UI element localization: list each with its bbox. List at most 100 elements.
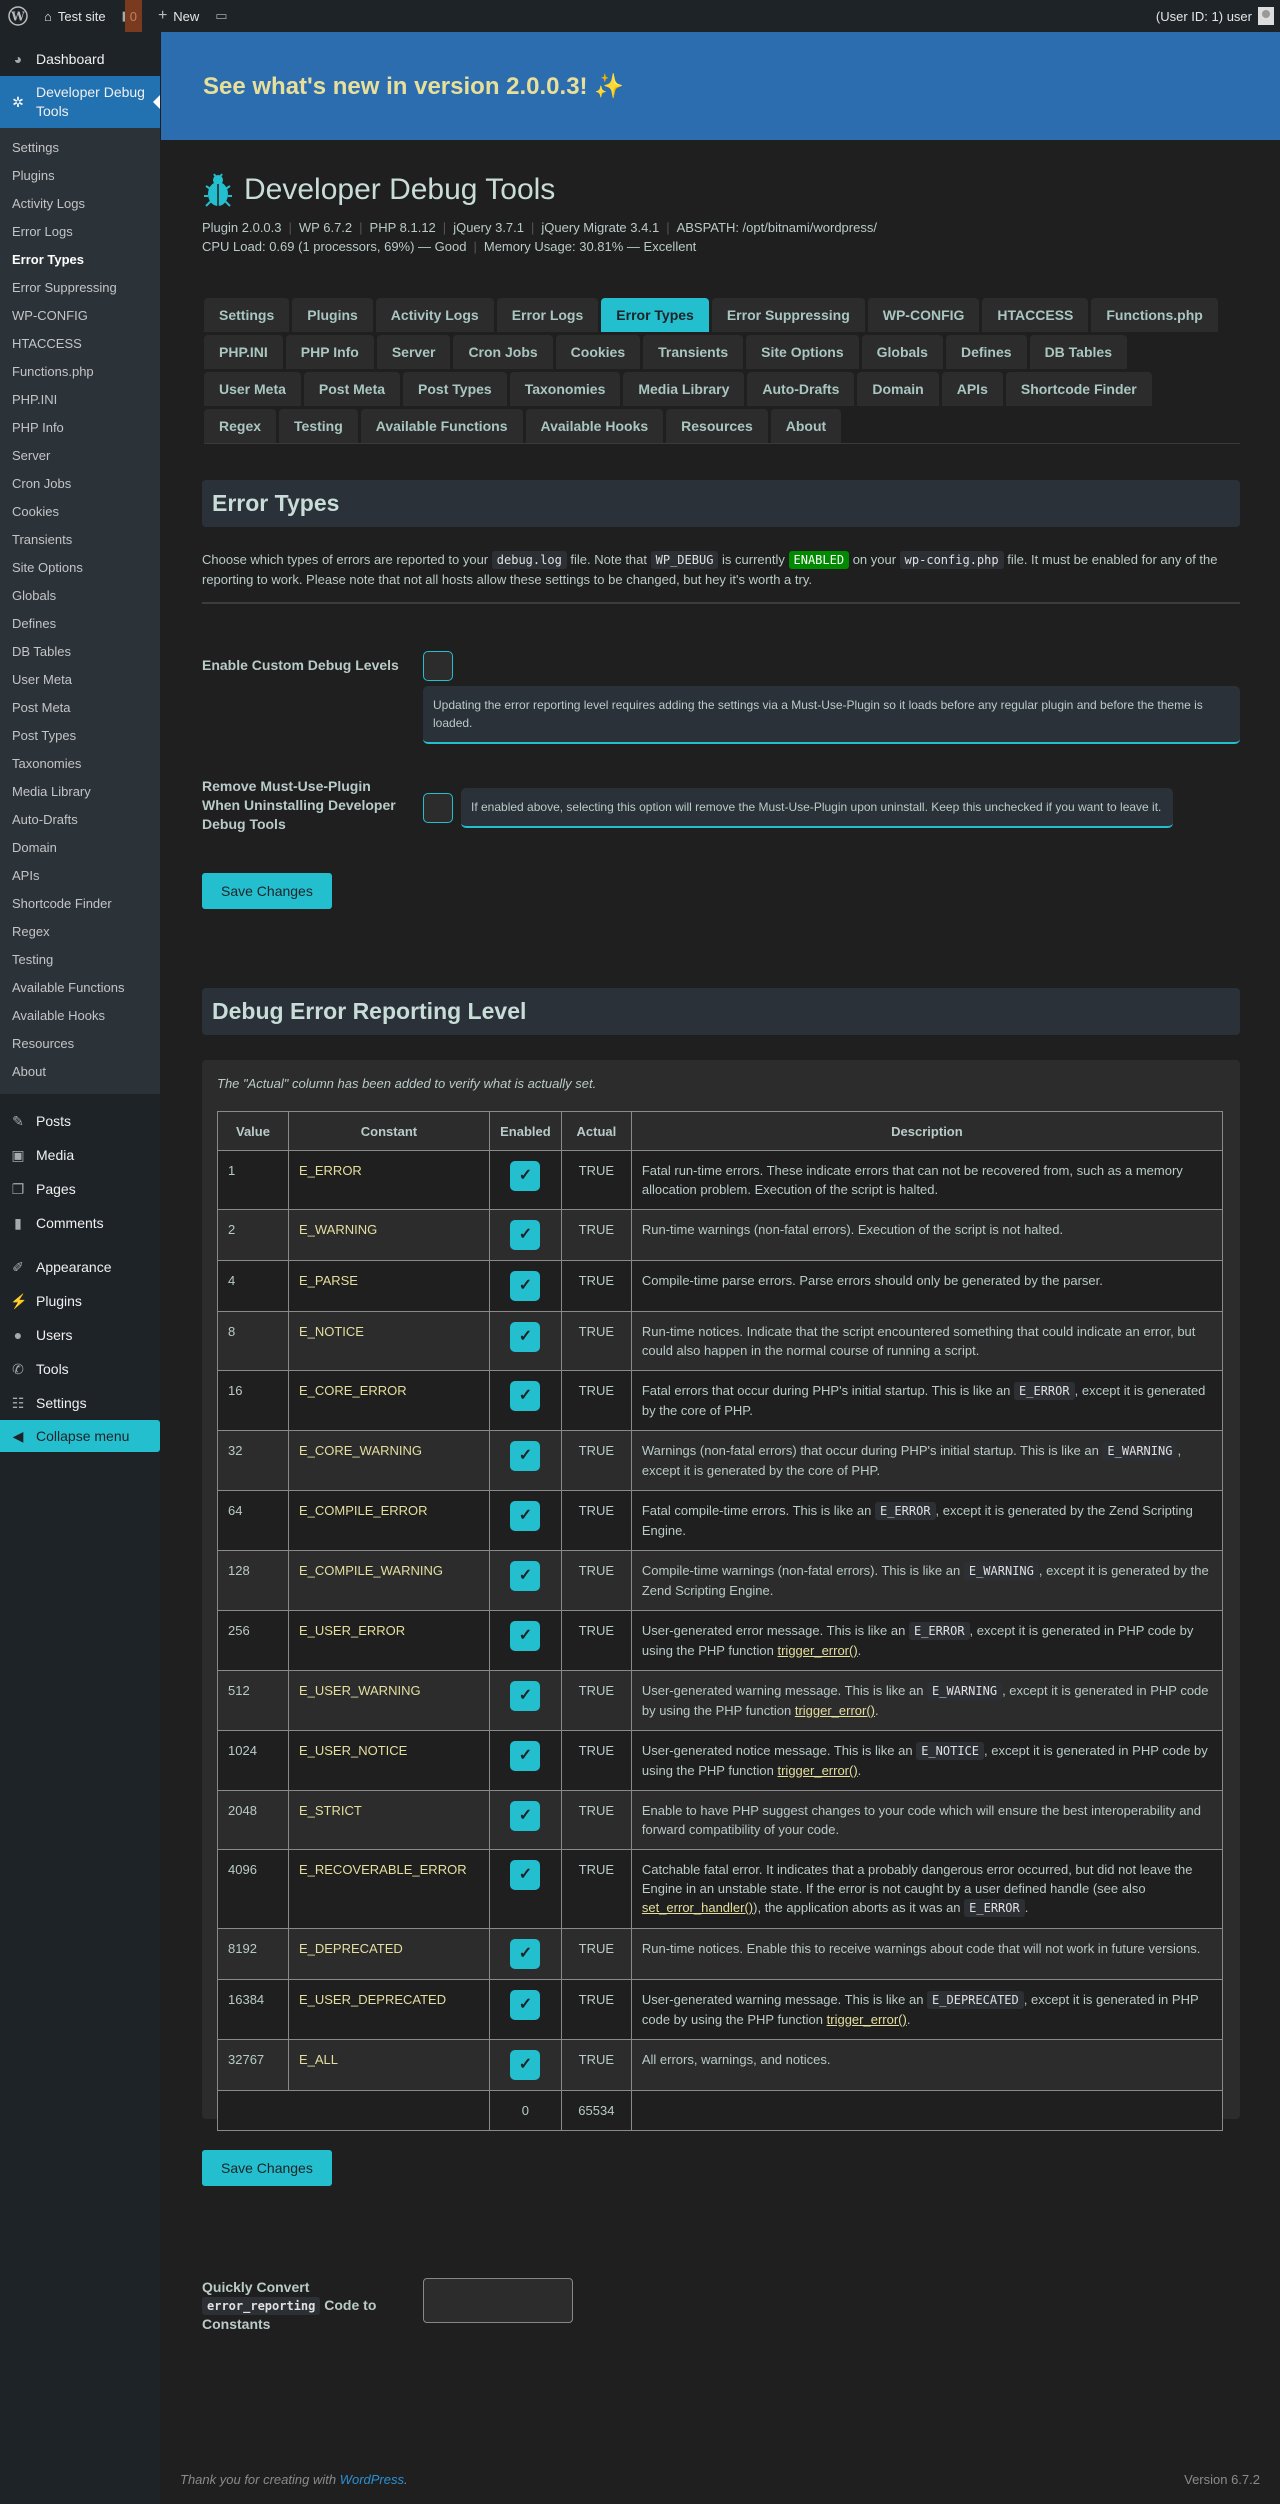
function-link[interactable]: set_error_handler()	[641, 1900, 754, 1915]
sidebar-item-dashboard[interactable]: ◕ Dashboard	[0, 42, 160, 76]
tab-site-options[interactable]: Site Options	[746, 335, 859, 369]
tab-auto-drafts[interactable]: Auto-Drafts	[747, 372, 855, 406]
enable-custom-debug-checkbox[interactable]	[423, 651, 453, 681]
submenu-item-available-hooks[interactable]: Available Hooks	[12, 1008, 105, 1023]
submenu-item-defines[interactable]: Defines	[12, 616, 57, 631]
enabled-checkbox[interactable]: ✓	[510, 1860, 541, 1890]
tab-globals[interactable]: Globals	[861, 335, 943, 369]
tab-cron-jobs[interactable]: Cron Jobs	[453, 335, 553, 369]
submenu-item-php-info[interactable]: PHP Info	[12, 420, 64, 435]
wordpress-link[interactable]: WordPress	[339, 2472, 404, 2487]
tab-user-meta[interactable]: User Meta	[204, 372, 301, 406]
sidebar-item-developer-debug-tools[interactable]: ✲ Developer Debug Tools	[0, 76, 160, 128]
tab-error-logs[interactable]: Error Logs	[496, 298, 599, 332]
wordpress-logo-icon[interactable]: W	[0, 0, 36, 32]
tab-available-hooks[interactable]: Available Hooks	[525, 409, 664, 443]
tab-error-suppressing[interactable]: Error Suppressing	[711, 298, 865, 332]
tab-shortcode-finder[interactable]: Shortcode Finder	[1005, 372, 1152, 406]
error-reporting-code-input[interactable]	[423, 2278, 573, 2323]
tab-post-types[interactable]: Post Types	[403, 372, 507, 406]
sidebar-item-tools[interactable]: ✆ Tools	[0, 1352, 160, 1386]
submenu-item-globals[interactable]: Globals	[12, 588, 57, 603]
tab-plugins[interactable]: Plugins	[292, 298, 373, 332]
book-icon[interactable]: ▭	[215, 8, 228, 23]
collapse-menu-button[interactable]: ◀ Collapse menu	[0, 1420, 160, 1452]
tab-post-meta[interactable]: Post Meta	[303, 372, 401, 406]
enabled-checkbox[interactable]: ✓	[510, 1220, 541, 1250]
submenu-item-apis[interactable]: APIs	[12, 868, 40, 883]
submenu-item-server[interactable]: Server	[12, 448, 51, 463]
submenu-item-functions-php[interactable]: Functions.php	[12, 364, 94, 379]
submenu-item-available-functions[interactable]: Available Functions	[12, 980, 125, 995]
enabled-checkbox[interactable]: ✓	[510, 1990, 541, 2020]
site-name-link[interactable]: ⌂ Test site	[36, 0, 114, 32]
tab-cookies[interactable]: Cookies	[555, 335, 641, 369]
tab-php-info[interactable]: PHP Info	[285, 335, 374, 369]
submenu-item-plugins[interactable]: Plugins	[12, 168, 55, 183]
tab-regex[interactable]: Regex	[204, 409, 277, 443]
submenu-item-resources[interactable]: Resources	[12, 1036, 75, 1051]
comment-count[interactable]: 0	[124, 0, 142, 32]
enabled-checkbox[interactable]: ✓	[510, 1801, 541, 1831]
enabled-checkbox[interactable]: ✓	[510, 1161, 541, 1191]
submenu-item-about[interactable]: About	[12, 1064, 46, 1079]
new-content-link[interactable]: + New	[150, 0, 207, 32]
tab-defines[interactable]: Defines	[945, 335, 1027, 369]
tab-media-library[interactable]: Media Library	[623, 372, 745, 406]
enabled-checkbox[interactable]: ✓	[510, 1441, 541, 1471]
enabled-checkbox[interactable]: ✓	[510, 1621, 541, 1651]
enabled-checkbox[interactable]: ✓	[510, 1681, 541, 1711]
submenu-item-site-options[interactable]: Site Options	[12, 560, 83, 575]
submenu-item-taxonomies[interactable]: Taxonomies	[12, 756, 82, 771]
tab-error-types[interactable]: Error Types	[601, 298, 709, 332]
submenu-item-cookies[interactable]: Cookies	[12, 504, 59, 519]
submenu-item-htaccess[interactable]: HTACCESS	[12, 336, 82, 351]
submenu-item-domain[interactable]: Domain	[12, 840, 57, 855]
submenu-item-db-tables[interactable]: DB Tables	[12, 644, 72, 659]
tab-db-tables[interactable]: DB Tables	[1029, 335, 1127, 369]
user-account-link[interactable]: (User ID: 1) user	[1156, 0, 1274, 32]
save-changes-button-2[interactable]: Save Changes	[202, 2150, 332, 2186]
submenu-item-auto-drafts[interactable]: Auto-Drafts	[12, 812, 78, 827]
tab-resources[interactable]: Resources	[666, 409, 768, 443]
tab-available-functions[interactable]: Available Functions	[360, 409, 523, 443]
submenu-item-media-library[interactable]: Media Library	[12, 784, 91, 799]
function-link[interactable]: trigger_error()	[826, 2012, 907, 2027]
enabled-checkbox[interactable]: ✓	[510, 1561, 541, 1591]
submenu-item-php-ini[interactable]: PHP.INI	[12, 392, 58, 407]
remove-mu-plugin-checkbox[interactable]	[423, 793, 453, 823]
sidebar-item-settings[interactable]: ☷ Settings	[0, 1386, 160, 1420]
submenu-item-shortcode-finder[interactable]: Shortcode Finder	[12, 896, 112, 911]
tab-functions-php[interactable]: Functions.php	[1091, 298, 1218, 332]
sidebar-item-comments[interactable]: ▮ Comments	[0, 1206, 160, 1240]
submenu-item-user-meta[interactable]: User Meta	[12, 672, 72, 687]
enabled-checkbox[interactable]: ✓	[510, 1271, 541, 1301]
sidebar-item-users[interactable]: ● Users	[0, 1318, 160, 1352]
submenu-item-post-meta[interactable]: Post Meta	[12, 700, 71, 715]
submenu-item-error-suppressing[interactable]: Error Suppressing	[12, 280, 117, 295]
submenu-item-cron-jobs[interactable]: Cron Jobs	[12, 476, 72, 491]
submenu-item-error-logs[interactable]: Error Logs	[12, 224, 73, 239]
tab-settings[interactable]: Settings	[204, 298, 290, 332]
submenu-item-error-types[interactable]: Error Types	[12, 252, 85, 267]
enabled-checkbox[interactable]: ✓	[510, 1381, 541, 1411]
tab-taxonomies[interactable]: Taxonomies	[509, 372, 621, 406]
tab-testing[interactable]: Testing	[279, 409, 358, 443]
sidebar-item-plugins[interactable]: ⚡ Plugins	[0, 1284, 160, 1318]
submenu-item-wp-config[interactable]: WP-CONFIG	[12, 308, 88, 323]
submenu-item-testing[interactable]: Testing	[12, 952, 54, 967]
tab-domain[interactable]: Domain	[857, 372, 939, 406]
tab-php-ini[interactable]: PHP.INI	[204, 335, 283, 369]
function-link[interactable]: trigger_error()	[777, 1643, 858, 1658]
sidebar-item-pages[interactable]: ❐ Pages	[0, 1172, 160, 1206]
tab-server[interactable]: Server	[376, 335, 451, 369]
submenu-item-post-types[interactable]: Post Types	[12, 728, 77, 743]
tab-transients[interactable]: Transients	[643, 335, 744, 369]
sidebar-item-media[interactable]: ▣ Media	[0, 1138, 160, 1172]
submenu-item-settings[interactable]: Settings	[12, 140, 59, 155]
tab-about[interactable]: About	[770, 409, 842, 443]
sidebar-item-posts[interactable]: ✎ Posts	[0, 1104, 160, 1138]
submenu-item-transients[interactable]: Transients	[12, 532, 73, 547]
submenu-item-regex[interactable]: Regex	[12, 924, 50, 939]
sidebar-item-appearance[interactable]: ✐ Appearance	[0, 1250, 160, 1284]
